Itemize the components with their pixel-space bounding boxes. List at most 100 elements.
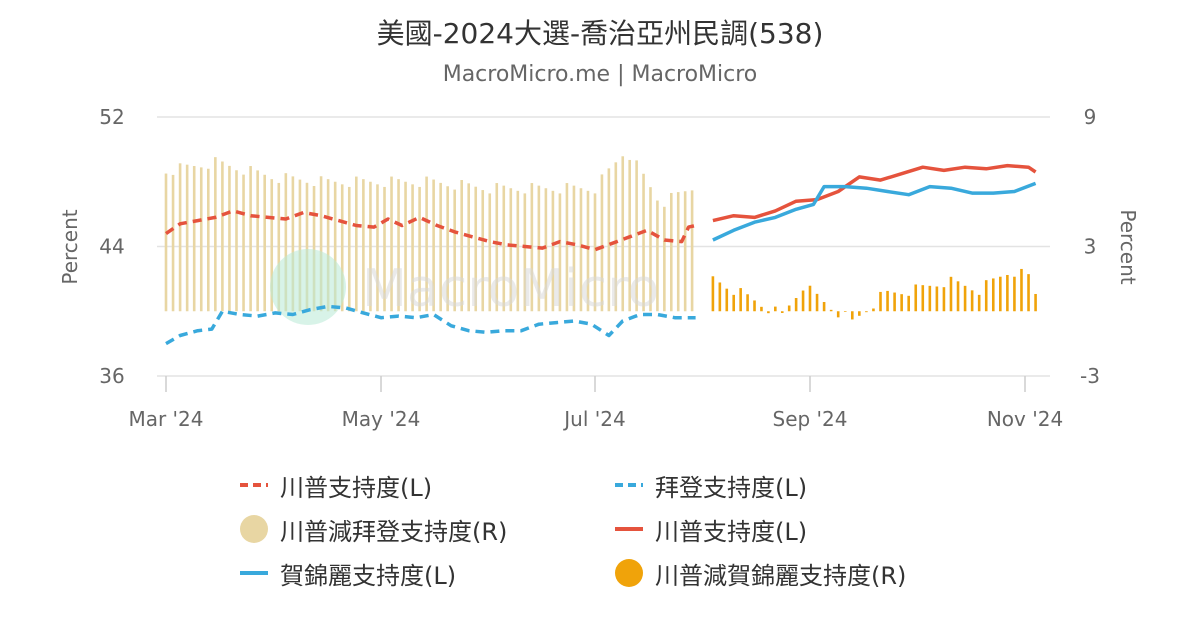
bar-5: [914, 284, 918, 312]
x-tick-label: Jul '24: [562, 407, 625, 431]
bar-5: [767, 311, 770, 314]
legend-item-trump-solid[interactable]: 川普支持度(L): [613, 510, 988, 548]
series-line-4: [712, 181, 1037, 242]
chart-legend: 川普支持度(L) 拜登支持度(L) 川普減拜登支持度(R) 川普支持度(L) 賀…: [238, 466, 1018, 592]
bar-2: [178, 163, 182, 312]
y-left-tick-label: 44: [99, 235, 124, 259]
bar-2: [656, 200, 659, 312]
bar-2: [355, 176, 358, 312]
bar-5: [794, 298, 798, 312]
legend-item-trump-dashed[interactable]: 川普支持度(L): [238, 466, 613, 504]
bar-2: [439, 182, 442, 312]
legend-item-harris-solid[interactable]: 賀錦麗支持度(L): [238, 554, 613, 592]
y-left-tick-label: 52: [99, 105, 124, 129]
bar-2: [607, 168, 611, 312]
bar-5: [907, 295, 910, 312]
bar-2: [558, 193, 562, 312]
bar-5: [963, 285, 967, 312]
bar-2: [453, 189, 456, 312]
bar-2: [649, 187, 652, 312]
bar-5: [970, 290, 974, 312]
dashed-line-swatch-icon: [240, 483, 268, 487]
x-tick-label: Mar '24: [128, 407, 203, 431]
bar-5: [774, 306, 777, 312]
bar-2: [404, 181, 407, 312]
bar-5: [942, 287, 946, 312]
bar-2: [270, 179, 274, 312]
circle-swatch-icon: [615, 559, 643, 587]
bar-2: [333, 181, 337, 312]
bar-2: [369, 181, 372, 312]
y-right-tick-label: -3: [1080, 364, 1100, 388]
bar-5: [725, 288, 729, 312]
bar-2: [683, 191, 687, 312]
y-left-tick-label: 36: [99, 364, 124, 388]
bar-2: [185, 164, 189, 312]
bar-2: [614, 162, 618, 312]
bar-2: [319, 176, 323, 312]
bar-5: [999, 276, 1002, 312]
bar-2: [221, 161, 224, 312]
bar-2: [530, 183, 534, 312]
legend-item-biden-dashed[interactable]: 拜登支持度(L): [613, 466, 988, 504]
bar-2: [263, 174, 266, 312]
dashed-line-swatch-icon: [615, 483, 643, 487]
bar-2: [277, 182, 281, 312]
bar-2: [376, 184, 379, 312]
x-tick-label: Sep '24: [773, 407, 848, 431]
circle-swatch-icon: [240, 515, 268, 543]
watermark-text: MacroMicro: [362, 259, 659, 319]
bar-2: [600, 174, 604, 312]
bar-5: [872, 308, 875, 312]
legend-item-trump-minus-harris[interactable]: 川普減賀錦麗支持度(R): [613, 554, 988, 592]
bar-2: [326, 179, 330, 312]
bar-2: [565, 183, 569, 312]
bar-2: [460, 179, 463, 312]
bar-2: [676, 192, 680, 312]
bar-5: [780, 311, 784, 313]
legend-label: 川普支持度(L): [280, 473, 433, 502]
bar-2: [171, 174, 175, 312]
x-tick-label: Nov '24: [987, 407, 1063, 431]
bar-5: [928, 285, 932, 312]
bar-5: [746, 294, 749, 312]
bar-2: [467, 183, 471, 312]
bar-2: [572, 185, 576, 312]
bar-2: [690, 190, 694, 312]
bar-2: [340, 184, 344, 312]
y-left-axis-title: Percent: [58, 209, 82, 284]
legend-item-trump-minus-biden[interactable]: 川普減拜登支持度(R): [238, 510, 613, 548]
bar-5: [732, 294, 736, 312]
legend-label: 川普減拜登支持度(R): [280, 517, 508, 546]
series-line-1: [165, 304, 696, 346]
solid-line-swatch-icon: [615, 527, 643, 531]
bar-2: [390, 176, 393, 312]
watermark: MacroMicro: [270, 249, 659, 325]
bar-2: [593, 193, 597, 312]
bar-2: [284, 173, 288, 312]
bar-5: [1006, 274, 1009, 312]
bar-5: [991, 278, 995, 312]
bar-2: [446, 186, 449, 312]
bar-5: [760, 306, 763, 312]
bar-2: [544, 188, 548, 312]
bar-5: [858, 311, 861, 316]
bar-5: [718, 282, 722, 312]
x-tick-label: May '24: [342, 407, 421, 431]
bar-2: [586, 190, 590, 312]
bar-5: [1013, 276, 1016, 312]
bar-2: [642, 173, 645, 312]
bar-2: [242, 174, 245, 312]
bar-5: [711, 276, 715, 312]
bar-2: [495, 183, 499, 312]
bar-5: [956, 281, 960, 312]
bar-2: [291, 176, 295, 312]
bar-2: [621, 156, 625, 312]
bar-5: [1034, 293, 1037, 312]
bar-2: [397, 179, 400, 312]
series-line-0: [165, 209, 696, 252]
watermark-logo-icon: [270, 249, 346, 325]
bar-2: [481, 190, 485, 312]
chart-subtitle: MacroMicro.me | MacroMicro: [442, 62, 758, 87]
bar-5: [808, 285, 812, 312]
